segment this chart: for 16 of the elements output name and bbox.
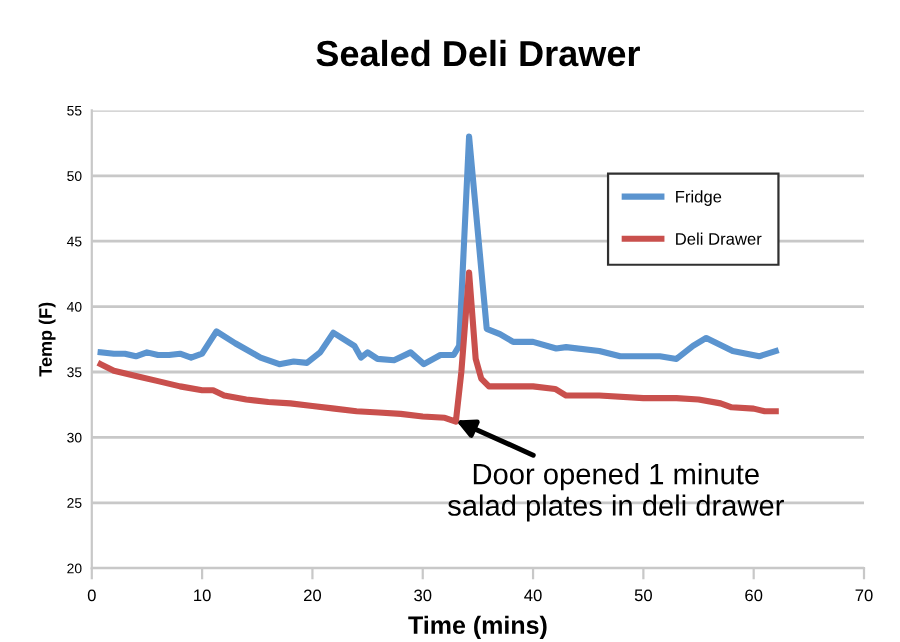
legend-label: Fridge	[676, 190, 722, 206]
line-series	[97, 133, 779, 368]
line-series	[97, 269, 779, 425]
x-tick-label: 50	[634, 589, 652, 602]
x-tick-label: 30	[414, 589, 432, 602]
x-tick-label: 70	[855, 589, 873, 602]
y-axis-title: Temp (F)	[38, 302, 56, 377]
chart-title: Sealed Deli Drawer	[316, 39, 640, 67]
x-tick-label: 0	[87, 589, 96, 602]
x-tick-label: 40	[524, 589, 542, 602]
annotation: Door opened 1 minute salad plates in deli drawer	[448, 463, 784, 522]
legend-label: Deli Drawer	[676, 232, 762, 245]
x-tick-label: 20	[304, 589, 322, 602]
x-tick-label: 10	[194, 589, 211, 602]
x-tick-label: 60	[745, 589, 763, 602]
x-axis-title: Time (mins)	[408, 615, 547, 639]
